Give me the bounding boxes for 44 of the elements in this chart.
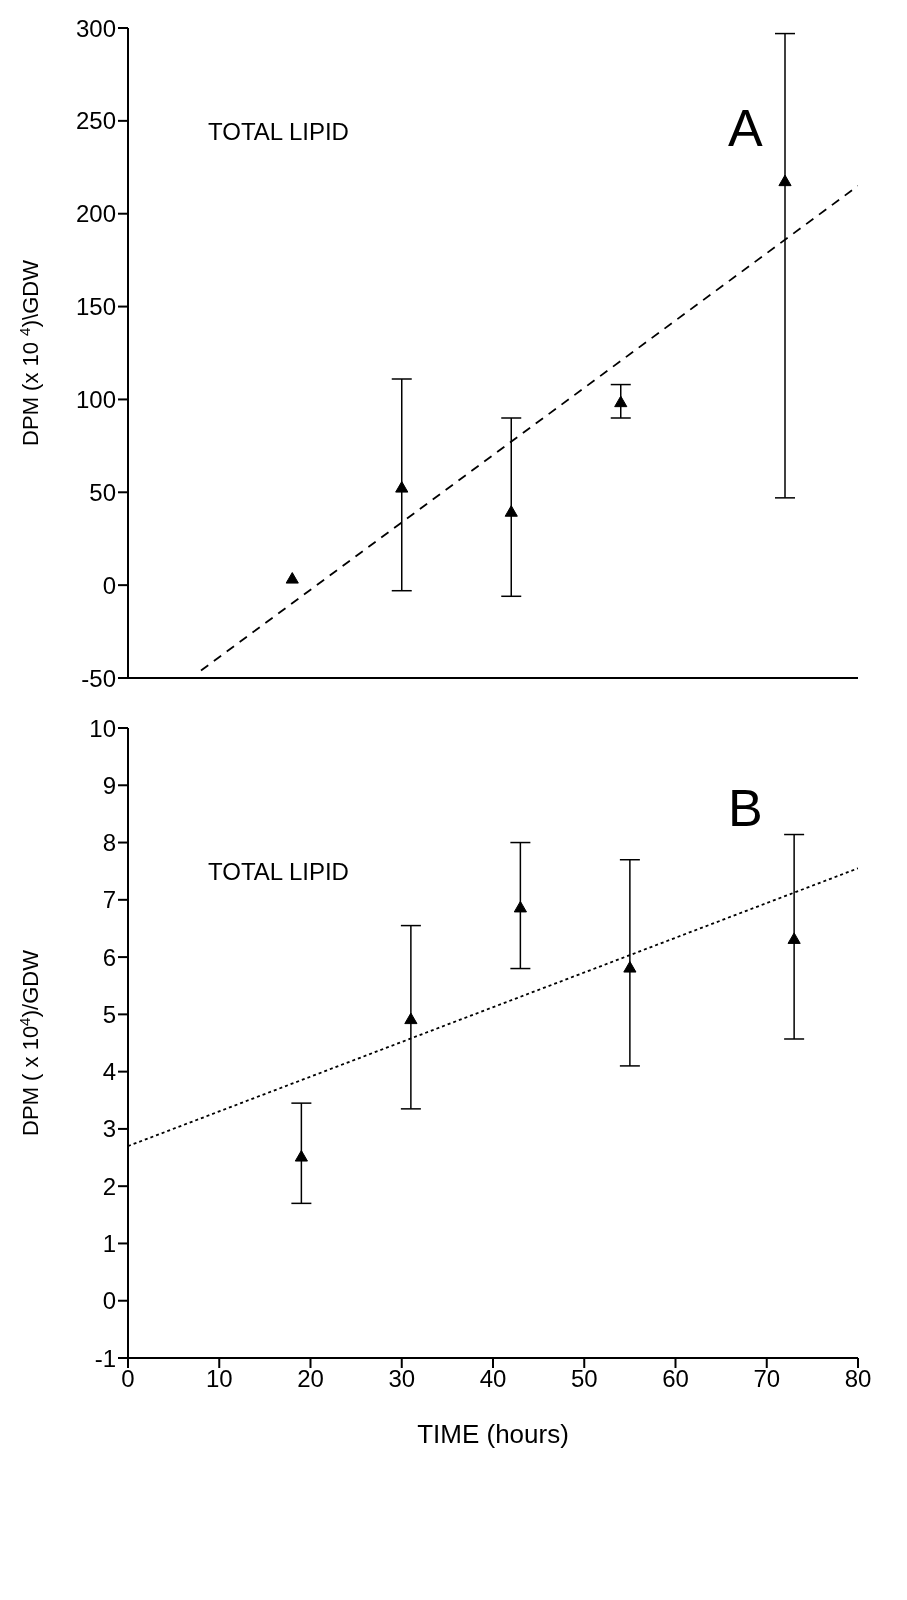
point: [513, 900, 527, 913]
x-axis-title: TIME (hours): [417, 1419, 569, 1449]
y-tick-label: 300: [75, 14, 116, 42]
x-tick-label: 20: [297, 1365, 324, 1393]
point: [285, 572, 299, 584]
x-tick-label: 10: [205, 1365, 233, 1393]
x-tick-label: 80: [844, 1365, 872, 1393]
y-tick-label: 8: [102, 829, 116, 857]
y-tick-label: 5: [102, 1000, 116, 1028]
x-tick-label: 40: [479, 1365, 507, 1393]
y-tick-label: 3: [102, 1115, 116, 1143]
y-tick-label: -50: [81, 664, 116, 692]
y-tick-label: 200: [75, 200, 116, 228]
y-tick-label: 50: [89, 478, 116, 506]
y-tick-label: 2: [102, 1172, 116, 1200]
annotation: TOTAL LIPID: [208, 858, 349, 886]
y-tick-label: 100: [75, 385, 116, 413]
y-tick-label: -1: [94, 1344, 116, 1372]
y-tick-label: 0: [102, 571, 116, 599]
y-tick-label: 250: [75, 107, 116, 135]
annotation: B: [728, 778, 763, 838]
point: [294, 1150, 308, 1162]
point: [614, 395, 628, 408]
y-tick-label: 6: [102, 943, 116, 971]
x-tick-label: 70: [753, 1365, 781, 1393]
point: [623, 961, 637, 973]
x-tick-label: 60: [662, 1365, 689, 1393]
y-tick-label: 9: [102, 771, 116, 799]
x-tick-label: 0: [121, 1365, 135, 1393]
x-tick-label: 50: [570, 1365, 598, 1393]
y-tick-label: 10: [89, 714, 116, 742]
y-tick-label: 0: [102, 1287, 116, 1315]
y-tick-label: 7: [102, 886, 116, 914]
point: [404, 1012, 418, 1025]
point: [778, 174, 792, 187]
point: [787, 932, 801, 944]
y-tick-label: 1: [102, 1229, 116, 1257]
annotation: TOTAL LIPID: [208, 118, 349, 146]
y-tick-label: 4: [102, 1058, 116, 1086]
point: [395, 481, 409, 493]
x-tick-label: 30: [388, 1365, 416, 1393]
y-tick-label: 150: [75, 293, 116, 321]
point: [504, 505, 518, 517]
annotation: A: [728, 98, 763, 158]
